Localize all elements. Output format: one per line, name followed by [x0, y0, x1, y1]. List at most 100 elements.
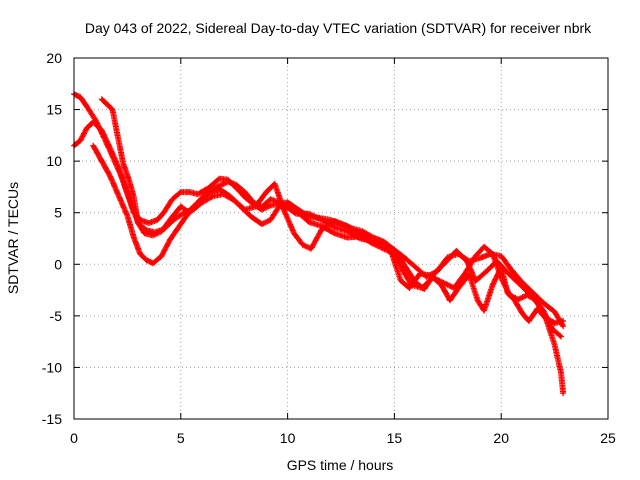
data-point — [359, 237, 362, 240]
data-point — [301, 243, 304, 246]
data-point — [128, 180, 131, 183]
data-point — [553, 310, 556, 313]
data-point — [333, 226, 336, 229]
data-point — [79, 96, 82, 99]
data-point — [139, 252, 142, 256]
data-point — [85, 126, 89, 130]
data-point — [177, 226, 180, 229]
data-point — [136, 221, 140, 225]
data-point — [521, 312, 524, 315]
data-point — [211, 195, 214, 198]
data-point — [457, 286, 460, 290]
data-point — [482, 309, 486, 312]
chart-title: Day 043 of 2022, Sidereal Day-to-day VTE… — [85, 20, 592, 36]
data-point — [79, 139, 82, 142]
data-point — [561, 392, 565, 395]
data-point — [171, 198, 174, 201]
data-point — [151, 234, 155, 237]
data-point — [423, 287, 426, 291]
data-point — [307, 220, 311, 224]
data-point — [196, 192, 200, 196]
data-point — [333, 219, 336, 223]
data-point — [542, 302, 546, 305]
data-point — [111, 108, 114, 111]
y-tick-label: -10 — [42, 359, 62, 375]
data-point — [359, 233, 362, 236]
data-point — [218, 177, 221, 180]
data-point — [121, 162, 125, 165]
data-point — [361, 230, 364, 233]
data-point — [433, 271, 437, 274]
y-tick-label: 5 — [54, 205, 62, 221]
data-point — [243, 208, 247, 211]
series-track-3 — [90, 142, 567, 397]
data-point — [126, 190, 129, 194]
data-point — [269, 198, 272, 201]
data-point — [440, 283, 443, 287]
data-point — [109, 147, 112, 150]
data-point — [265, 190, 268, 194]
data-point — [506, 271, 509, 274]
data-point — [553, 343, 556, 346]
data-point — [117, 195, 121, 198]
data-point — [491, 283, 494, 287]
data-point — [109, 175, 112, 178]
data-point — [92, 144, 95, 147]
data-point — [222, 192, 225, 196]
data-point — [465, 260, 469, 263]
x-tick-label: 5 — [177, 430, 185, 446]
data-point — [100, 129, 104, 132]
data-point — [243, 196, 247, 199]
data-point — [292, 232, 296, 235]
data-point — [474, 254, 477, 258]
data-point — [399, 279, 402, 282]
data-point — [512, 298, 516, 301]
data-point — [162, 211, 165, 214]
data-point — [179, 205, 182, 208]
data-point — [235, 183, 238, 187]
x-tick-label: 0 — [70, 430, 78, 446]
data-point — [273, 182, 276, 185]
data-point — [168, 238, 172, 241]
data-point — [179, 190, 182, 194]
data-point — [517, 281, 520, 285]
data-point — [463, 272, 467, 275]
data-point — [395, 250, 398, 254]
data-point — [510, 269, 514, 272]
data-point — [92, 120, 95, 124]
data-point — [145, 259, 148, 262]
data-point — [414, 281, 417, 285]
y-tick-label: 10 — [46, 153, 62, 169]
data-point — [401, 269, 405, 272]
data-point — [346, 236, 349, 239]
data-point — [485, 270, 488, 273]
data-point — [201, 201, 204, 204]
data-point — [346, 224, 349, 228]
data-point — [527, 319, 531, 323]
data-point — [414, 266, 417, 269]
data-point — [408, 286, 411, 290]
data-point — [474, 279, 477, 282]
x-axis-label: GPS time / hours — [287, 457, 394, 473]
data-point — [205, 191, 208, 195]
data-point — [491, 252, 494, 256]
data-point — [215, 185, 219, 189]
data-point — [371, 240, 375, 243]
data-point — [147, 221, 150, 225]
data-point — [100, 98, 104, 101]
data-point — [85, 105, 89, 108]
data-point — [126, 214, 129, 217]
data-point — [448, 299, 452, 302]
data-point — [403, 265, 407, 268]
y-tick-label: 20 — [46, 50, 62, 66]
plot-frame — [73, 57, 609, 420]
data-point — [233, 199, 236, 202]
data-point — [132, 196, 135, 199]
data-point — [294, 212, 298, 215]
data-point — [391, 253, 394, 257]
data-point — [320, 228, 323, 231]
data-point — [536, 302, 539, 305]
x-tick-label: 15 — [387, 430, 403, 446]
data-point — [346, 230, 349, 233]
